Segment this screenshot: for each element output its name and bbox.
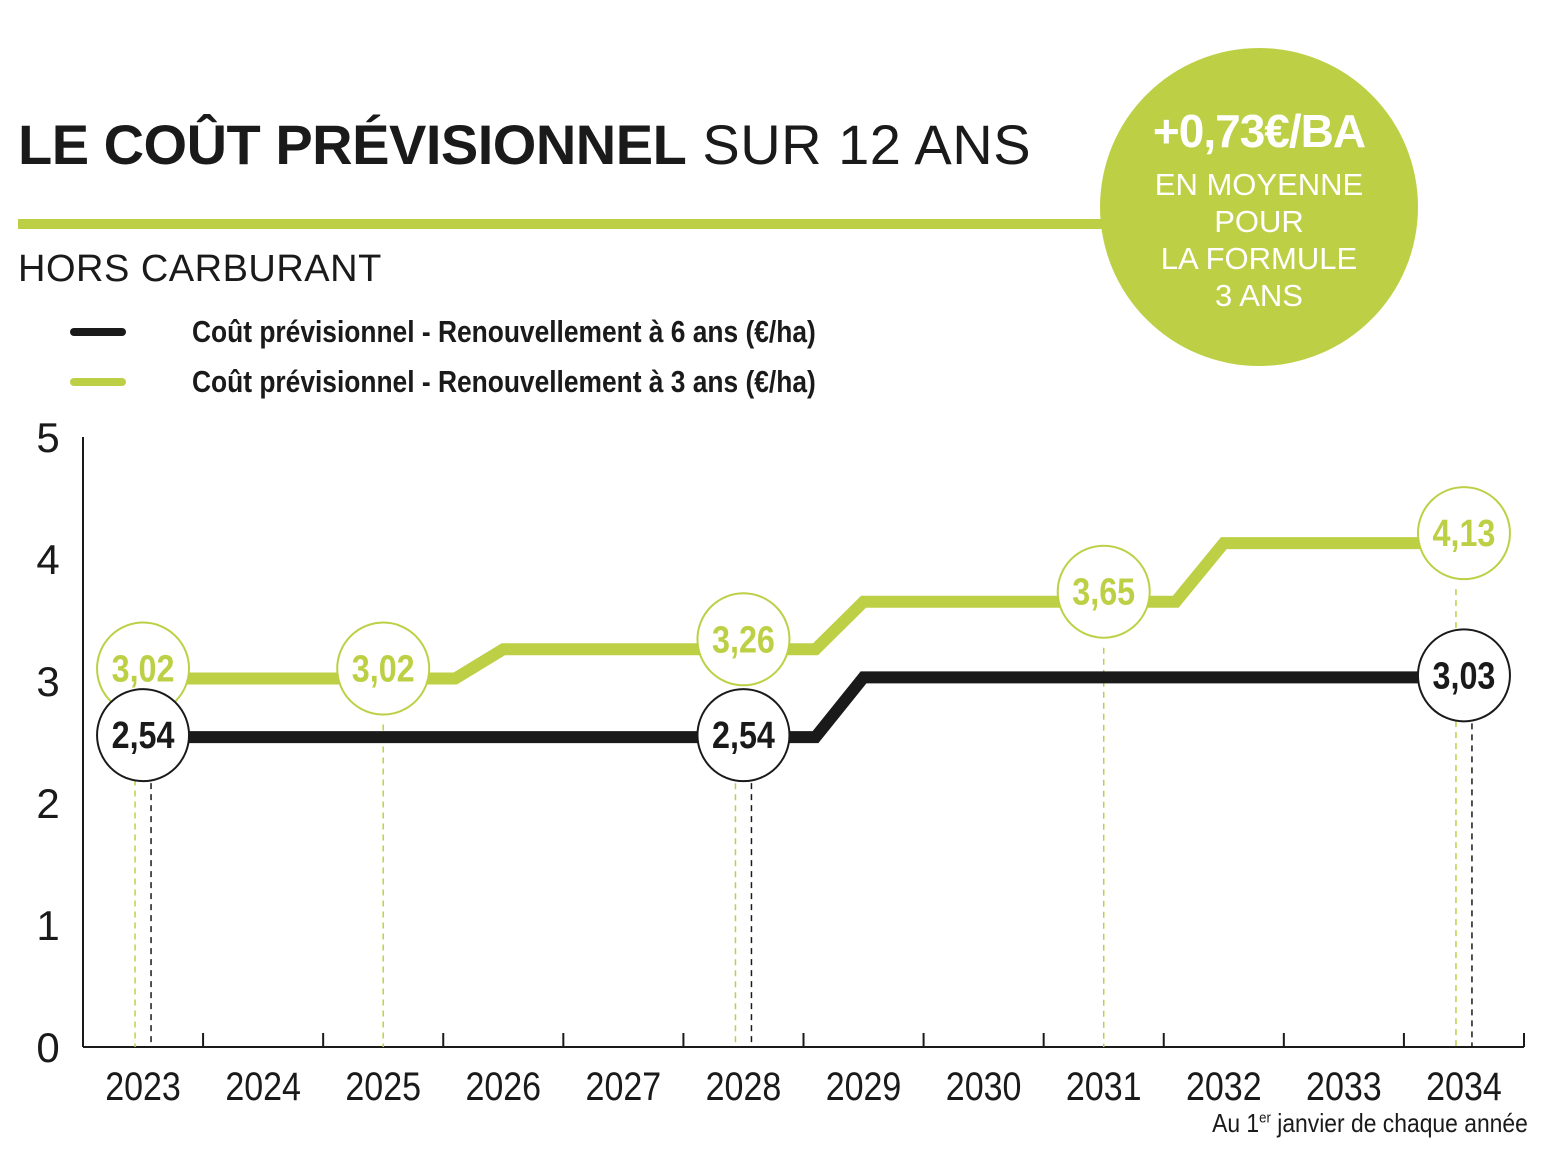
- y-tick-label: 2: [36, 780, 59, 827]
- legend-item-3-ans: Coût prévisionnel - Renouvellement à 3 a…: [70, 364, 926, 400]
- series-line-6-ans: [143, 671, 1464, 744]
- data-label-3-ans-text: 3,26: [712, 619, 775, 661]
- title-bold: LE COÛT PRÉVISIONNEL: [18, 113, 687, 176]
- y-tick-label: 1: [36, 902, 59, 949]
- badge-line-4: 3 ANS: [1215, 278, 1303, 313]
- x-tick-label: 2029: [826, 1063, 902, 1108]
- data-label-6-ans-circle: [1416, 628, 1511, 723]
- data-label-3-ans-text: 3,02: [112, 648, 175, 690]
- badge-line-3: LA FORMULE: [1160, 241, 1358, 276]
- average-badge: +0,73€/BA EN MOYENNE POUR LA FORMULE 3 A…: [1100, 48, 1418, 366]
- note-prefix: Au 1: [1212, 1108, 1260, 1138]
- legend-label-3-ans: Coût prévisionnel - Renouvellement à 3 a…: [192, 364, 816, 399]
- data-label-3-ans: 3,02: [336, 621, 431, 716]
- data-label-3-ans-text: 3,65: [1072, 571, 1135, 613]
- data-label-6-ans: 2,54: [696, 688, 791, 783]
- x-tick-label: 2024: [225, 1063, 301, 1108]
- x-tick-label: 2026: [465, 1063, 541, 1108]
- legend-swatch-green: [70, 378, 126, 386]
- data-label-3-ans: 3,65: [1056, 544, 1151, 639]
- x-tick-label: 2023: [105, 1063, 181, 1108]
- y-tick-label: 3: [36, 658, 59, 705]
- data-label-3-ans-text: 4,13: [1433, 513, 1496, 555]
- data-label-6-ans-text: 2,54: [112, 715, 175, 757]
- data-label-6-ans-text: 2,54: [712, 715, 775, 757]
- legend-item-6-ans: Coût prévisionnel - Renouvellement à 6 a…: [70, 314, 926, 350]
- x-tick-label: 2033: [1306, 1063, 1382, 1108]
- data-label-6-ans-text: 3,03: [1433, 655, 1496, 697]
- x-tick-label: 2032: [1186, 1063, 1262, 1108]
- data-label-3-ans-text: 3,02: [352, 648, 415, 690]
- data-label-3-ans-circle: [336, 621, 431, 716]
- x-tick-label: 2028: [706, 1063, 782, 1108]
- y-tick-label: 4: [36, 536, 59, 583]
- y-tick-label: 0: [36, 1024, 59, 1071]
- x-tick-label: 2031: [1066, 1063, 1142, 1108]
- data-label-6-ans-circle: [96, 688, 191, 783]
- data-label-3-ans: 3,26: [696, 592, 791, 687]
- data-label-6-ans: 3,03: [1416, 628, 1511, 723]
- data-label-6-ans: 2,54: [96, 688, 191, 783]
- legend-swatch-black: [70, 328, 126, 336]
- y-tick-label: 5: [36, 414, 59, 461]
- page-title: LE COÛT PRÉVISIONNEL SUR 12 ANS: [18, 112, 1031, 177]
- badge-line-1: EN MOYENNE: [1154, 167, 1364, 202]
- title-divider: [18, 219, 1128, 229]
- data-label-3-ans-circle: [696, 592, 791, 687]
- badge-line-2: POUR: [1214, 204, 1304, 239]
- note-suffix: janvier de chaque année: [1271, 1108, 1528, 1138]
- subtitle: HORS CARBURANT: [18, 248, 382, 290]
- data-label-6-ans-circle: [696, 688, 791, 783]
- data-label-3-ans: 4,13: [1416, 486, 1511, 581]
- badge-value: +0,73€/BA: [1152, 105, 1366, 157]
- x-tick-label: 2027: [586, 1063, 662, 1108]
- legend-label-6-ans: Coût prévisionnel - Renouvellement à 6 a…: [192, 314, 816, 349]
- data-label-3-ans-circle: [1056, 544, 1151, 639]
- title-light: SUR 12 ANS: [702, 113, 1032, 176]
- data-label-3-ans-circle: [1416, 486, 1511, 581]
- x-tick-label: 2030: [946, 1063, 1022, 1108]
- badge-text: EN MOYENNE POUR LA FORMULE 3 ANS: [1100, 166, 1418, 314]
- x-tick-label: 2034: [1426, 1063, 1502, 1108]
- x-axis-note: Au 1er janvier de chaque année: [1212, 1108, 1528, 1139]
- note-superscript: er: [1259, 1109, 1272, 1127]
- x-tick-label: 2025: [345, 1063, 421, 1108]
